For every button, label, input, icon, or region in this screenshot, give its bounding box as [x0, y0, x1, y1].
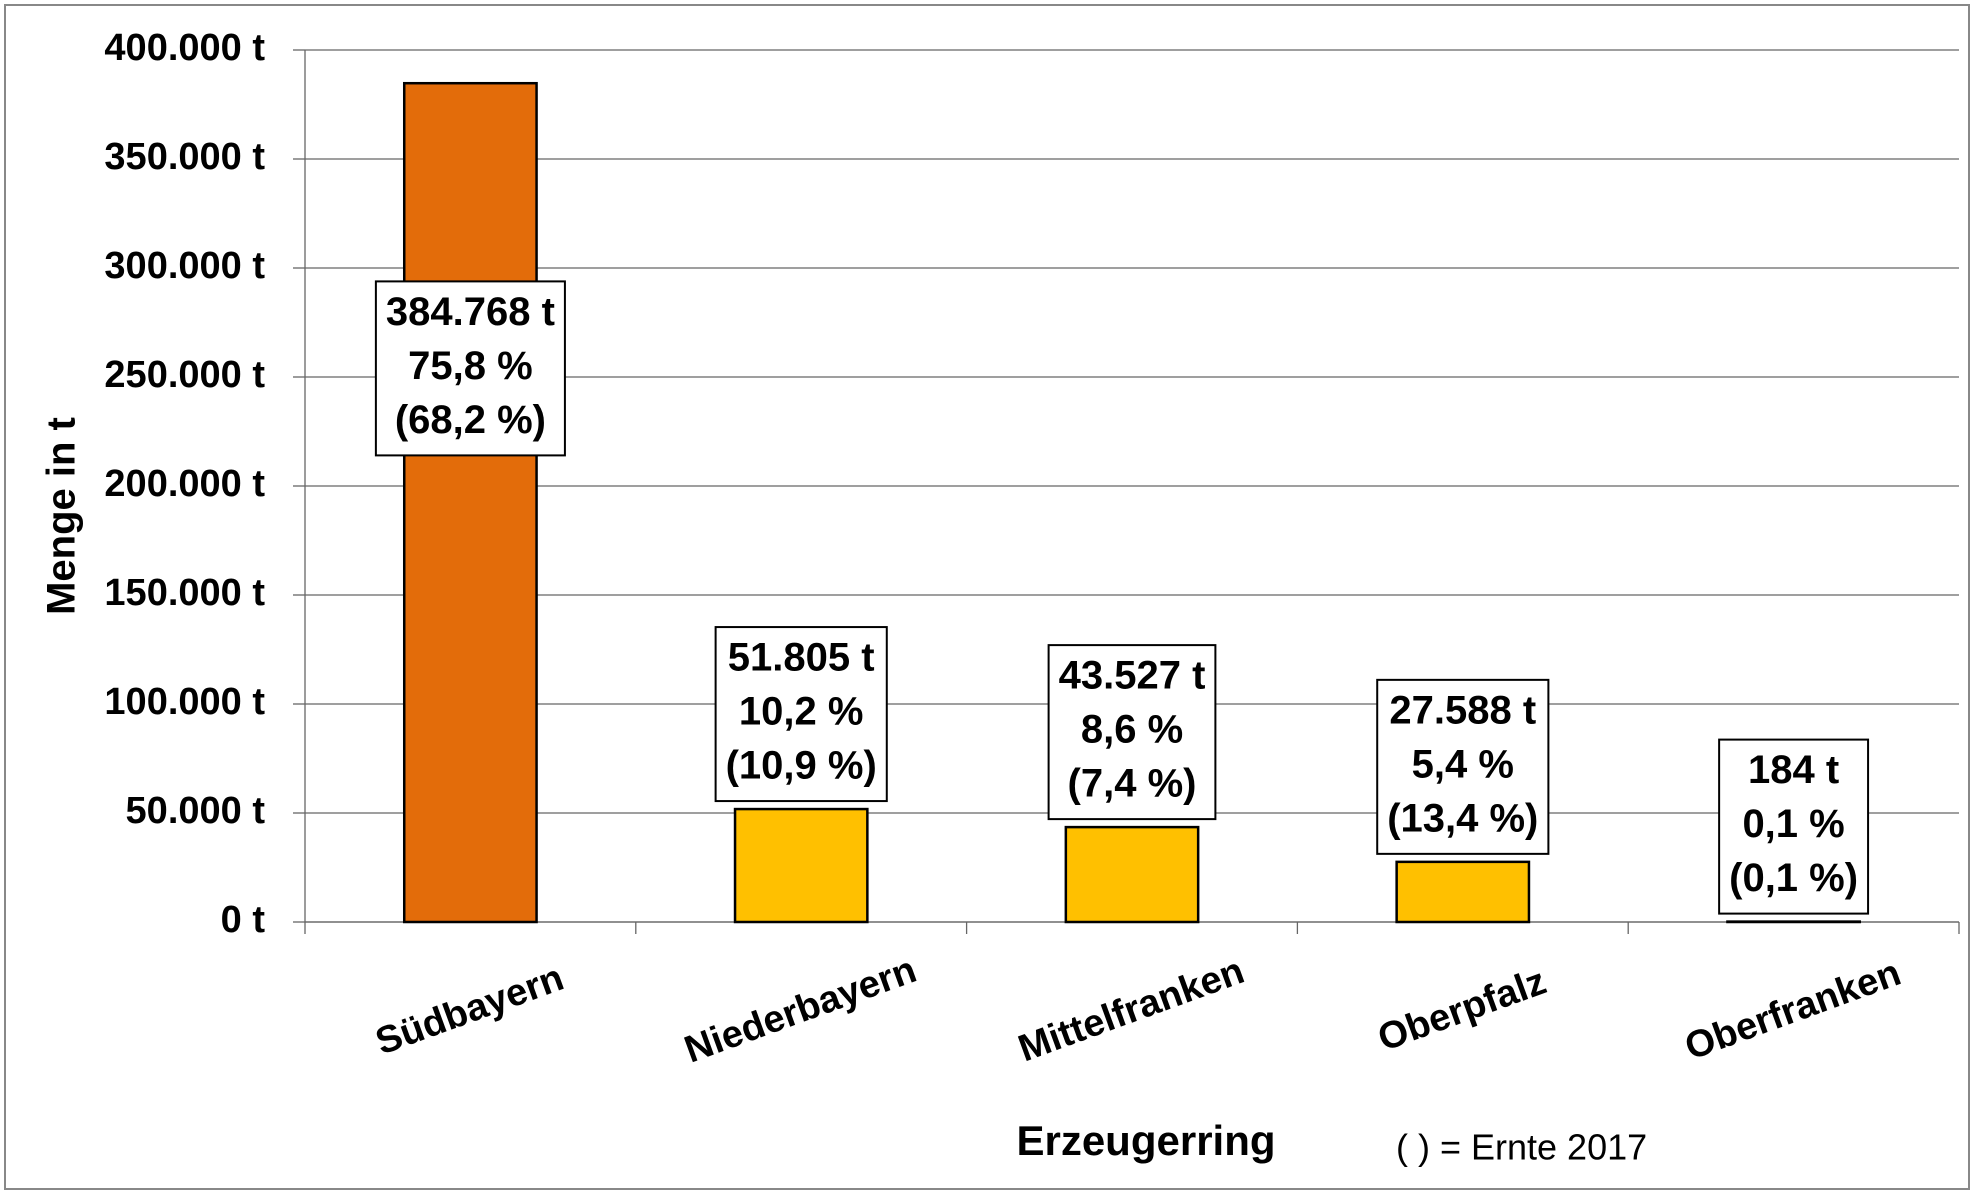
bar — [402, 81, 538, 924]
data-label-text: (13,4 %) — [1387, 796, 1538, 840]
data-label-text: (7,4 %) — [1068, 762, 1197, 806]
y-axis-title: Menge in t — [40, 417, 84, 615]
data-label-box — [714, 626, 888, 803]
y-tick-label: 250.000 t — [104, 354, 265, 396]
data-label: 27.588 t 5,4 % (13,4 %) — [1376, 678, 1550, 855]
y-tick-label: 0 t — [221, 899, 266, 941]
data-label-text: (0,1 %) — [1729, 856, 1858, 900]
y-tick-label: 300.000 t — [104, 245, 265, 287]
y-tick-label: 200.000 t — [104, 463, 265, 505]
data-label-text: 0,1 % — [1742, 802, 1844, 846]
x-axis-title: Erzeugerring — [1016, 1117, 1275, 1164]
data-label-box — [1376, 678, 1550, 855]
annotation: ( ) = Ernte 2017 — [1396, 1127, 1647, 1168]
y-tick-label: 100.000 t — [104, 681, 265, 723]
bar — [1064, 825, 1200, 924]
data-label-text: 10,2 % — [739, 690, 864, 734]
data-label: 43.527 t 8,6 % (7,4 %) — [1047, 644, 1217, 821]
y-tick-label: 350.000 t — [104, 136, 265, 178]
data-label-text: 8,6 % — [1081, 708, 1183, 752]
y-tick-label: 50.000 t — [126, 790, 266, 832]
data-label: 384.768 t 75,8 % (68,2 %) — [374, 280, 566, 457]
bar — [733, 807, 869, 924]
data-label-text: 75,8 % — [408, 344, 533, 388]
data-label: 184 t 0,1 % (0,1 %) — [1718, 738, 1870, 915]
chart-border — [4, 4, 1970, 1190]
data-label-text: 184 t — [1748, 748, 1839, 792]
data-label-text: (10,9 %) — [726, 744, 877, 788]
data-label-box — [1047, 644, 1217, 821]
data-label-text: 51.805 t — [728, 636, 875, 680]
bar — [1395, 860, 1531, 924]
y-tick-label: 400.000 t — [104, 27, 265, 69]
data-label-text: 384.768 t — [386, 290, 555, 334]
data-label-box — [374, 280, 566, 457]
data-label: 51.805 t 10,2 % (10,9 %) — [714, 626, 888, 803]
data-label-text: 43.527 t — [1059, 654, 1206, 698]
y-tick-label: 150.000 t — [104, 572, 265, 614]
data-label-text: (68,2 %) — [395, 398, 546, 442]
data-label-text: 5,4 % — [1412, 742, 1514, 786]
data-label-box — [1718, 738, 1870, 915]
data-label-text: 27.588 t — [1389, 688, 1536, 732]
